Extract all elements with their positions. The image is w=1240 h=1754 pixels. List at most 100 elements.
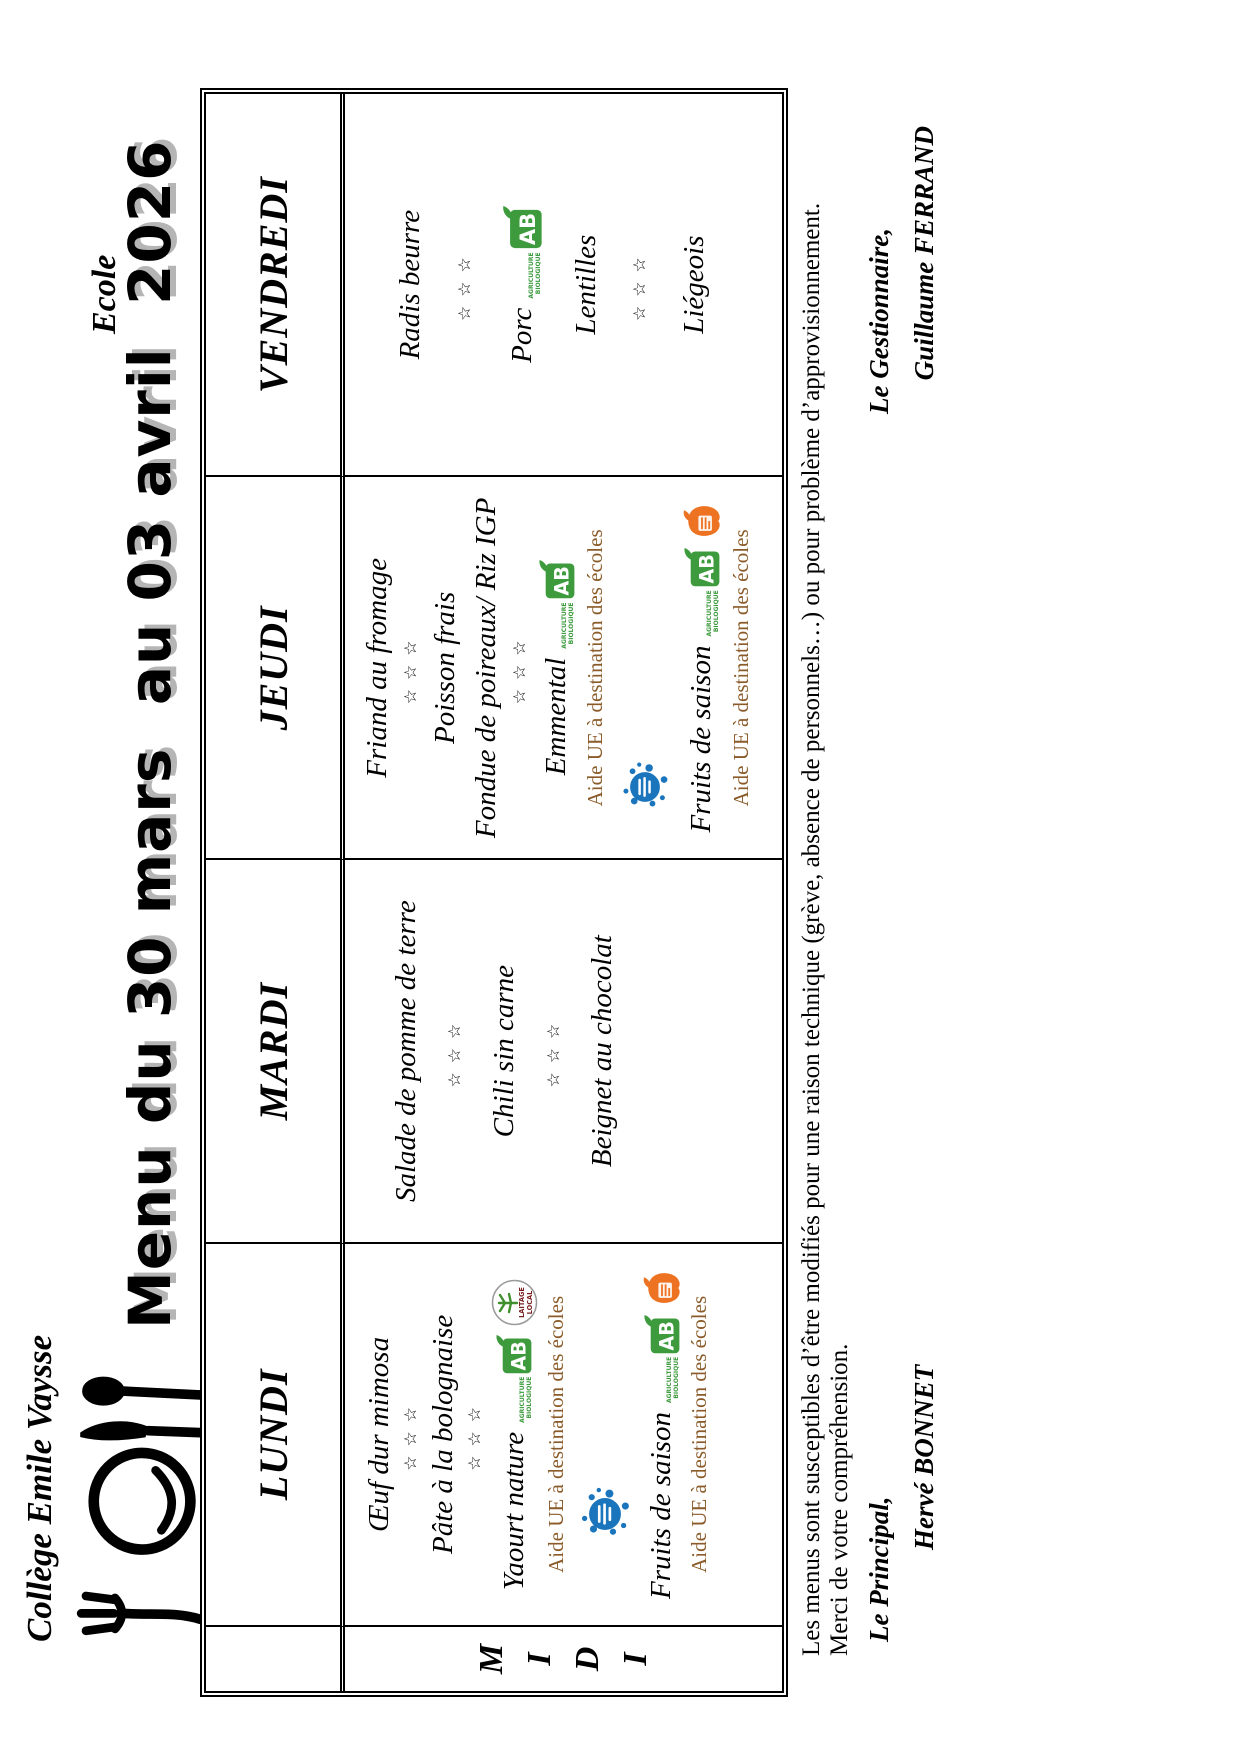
svg-text:AB: AB [695, 554, 718, 583]
menu-item: Porc [505, 307, 538, 363]
manager-title: Le Gestionnaire, [864, 228, 894, 414]
ab-organic-logo: AGRICULTURE BIOLOGIQUE AB [643, 1314, 681, 1403]
menu-item: Lentilles [570, 234, 603, 335]
school-name: Collège Emile Vaysse [20, 1334, 59, 1642]
ab-caption-line: BIOLOGIQUE [534, 252, 542, 295]
plate-and-cutlery-icon [76, 1376, 205, 1636]
menu-table: LUNDI MARDI JEUDI VENDREDI M I D I Œuf d… [200, 88, 788, 1697]
ab-caption-line: BIOLOGIQUE [712, 590, 720, 633]
principal-name: Hervé BONNET [909, 1364, 939, 1550]
ab-caption-line: BIOLOGIQUE [567, 602, 575, 645]
ab-organic-logo: AGRICULTURE BIOLOGIQUE AB [495, 1334, 534, 1423]
svg-text:AB: AB [655, 1321, 678, 1350]
midi-letter: I [616, 1652, 654, 1666]
menu-item-row: Yaourt nature AGRICULTURE BIOLOGIQUE AB [491, 1252, 538, 1617]
ab-logo-caption: AGRICULTURE BIOLOGIQUE [706, 590, 721, 636]
corner-cell [206, 1627, 345, 1691]
menu-cell-jeudi: Friand au fromage ☆☆☆ Poisson frais Fond… [345, 477, 782, 861]
disclaimer-line-1: Les menus sont susceptibles d’être modif… [798, 202, 825, 1656]
ab-caption-line: BIOLOGIQUE [525, 1376, 533, 1419]
menu-cell-mardi: Salade de pomme de terre ☆☆☆ Chili sin c… [345, 860, 782, 1244]
day-label: JEUDI [250, 605, 296, 731]
separator-stars: ☆☆☆ [401, 1398, 422, 1471]
principal-title: Le Principal, [864, 1496, 894, 1642]
eu-milk-program-logo [616, 759, 674, 817]
midi-letter: D [568, 1646, 606, 1672]
separator-stars: ☆☆☆ [630, 248, 651, 321]
menu-item: Friand au fromage [360, 558, 393, 778]
aide-ue-note: Aide UE à destination des écoles [687, 1295, 712, 1573]
separator-stars: ☆☆☆ [465, 1398, 486, 1471]
menu-item: Liégeois [677, 235, 710, 334]
ab-caption-line: BIOLOGIQUE [672, 1356, 680, 1399]
ab-logo-caption: AGRICULTURE BIOLOGIQUE [528, 252, 543, 298]
menu-item: Fruits de saison [685, 645, 718, 833]
fruit-recre-logo [642, 1270, 682, 1306]
svg-text:AB: AB [508, 1341, 531, 1370]
ab-organic-logo: AGRICULTURE BIOLOGIQUE AB [683, 548, 721, 637]
manager-name: Guillaume FERRAND [909, 126, 939, 381]
menu-item: Emmental [540, 657, 573, 776]
menu-item: Chili sin carne [487, 964, 520, 1138]
signature-names-row: Hervé BONNET Guillaume FERRAND [909, 78, 940, 1656]
menu-item: Œuf dur mimosa [362, 1336, 395, 1532]
menu-item-row: Emmental AGRICULTURE BIOLOGIQUE AB [538, 485, 576, 850]
aide-ue-note: Aide UE à destination des écoles [729, 529, 754, 807]
aide-ue-note: Aide UE à destination des écoles [543, 1295, 568, 1573]
day-label: LUNDI [250, 1368, 296, 1501]
day-header-lundi: LUNDI [206, 1243, 345, 1627]
footer: Les menus sont susceptibles d’être modif… [798, 78, 940, 1656]
ab-organic-logo: AGRICULTURE BIOLOGIQUE AB [538, 560, 576, 649]
menu-item: Radis beurre [394, 209, 427, 360]
separator-stars: ☆☆☆ [401, 631, 422, 705]
menu-item-row: Porc AGRICULTURE BIOLOGIQUE AB [502, 102, 543, 467]
menu-item: Poisson frais [428, 591, 461, 745]
menu-cell-vendredi: Radis beurre ☆☆☆ Porc AGRICULTURE BIOLOG… [345, 94, 782, 478]
ab-logo-caption: AGRICULTURE BIOLOGIQUE [666, 1356, 681, 1403]
svg-text:LOCAL: LOCAL [526, 1290, 534, 1315]
svg-text:AB: AB [515, 213, 540, 245]
day-header-jeudi: JEUDI [206, 477, 345, 861]
menu-item: Beignet au chocolat [586, 935, 619, 1168]
day-header-vendredi: VENDREDI [206, 94, 345, 478]
separator-stars: ☆☆☆ [510, 631, 531, 705]
separator-stars: ☆☆☆ [543, 1014, 564, 1088]
ab-logo-mark: AB [503, 206, 542, 249]
ab-logo-mark: AB [644, 1314, 680, 1354]
midi-letter: I [520, 1652, 558, 1666]
menu-cell-lundi: Œuf dur mimosa ☆☆☆ Pâte à la bolognaise … [345, 1243, 782, 1627]
fruit-recre-logo [682, 503, 722, 539]
ab-logo-mark: AB [539, 560, 575, 599]
midi-letter: M [472, 1643, 510, 1675]
separator-stars: ☆☆☆ [445, 1014, 466, 1088]
meal-row-label-midi: M I D I [345, 1627, 782, 1691]
menu-title: Menu du 30 mars au 03 avril 2026 [116, 139, 184, 1329]
menu-item-row: Fruits de saison AGRICULTURE BIOLOGIQUE … [682, 485, 722, 850]
milk-logo-row [616, 485, 674, 850]
ab-organic-logo: AGRICULTURE BIOLOGIQUE AB [502, 206, 543, 299]
svg-text:LAITAGE: LAITAGE [518, 1286, 526, 1317]
milk-logo-row [574, 1252, 636, 1617]
eu-milk-program-logo [574, 1483, 636, 1545]
disclaimer-line-2: Merci de votre compréhension. [826, 1343, 853, 1656]
menu-item: Salade de pomme de terre [389, 900, 422, 1202]
menu-item: Fondue de poireaux/ Riz IGP [469, 497, 502, 839]
ab-logo-caption: AGRICULTURE BIOLOGIQUE [519, 1376, 534, 1423]
ab-logo-caption: AGRICULTURE BIOLOGIQUE [561, 602, 576, 648]
day-label: MARDI [250, 981, 296, 1121]
menu-item: Pâte à la bolognaise [426, 1314, 459, 1554]
signature-titles-row: Le Principal, Le Gestionnaire, [864, 78, 895, 1656]
ab-logo-mark: AB [684, 548, 720, 587]
day-header-mardi: MARDI [206, 860, 345, 1244]
separator-stars: ☆☆☆ [454, 248, 475, 321]
menu-item: Fruits de saison [645, 1412, 678, 1599]
ab-logo-mark: AB [496, 1334, 532, 1373]
menu-item: Yaourt nature [497, 1431, 530, 1591]
local-dairy-logo: LAITAGE LOCAL [491, 1279, 538, 1326]
menu-item-row: Fruits de saison AGRICULTURE BIOLOGIQUE … [642, 1252, 682, 1617]
day-label: VENDREDI [250, 176, 296, 394]
svg-text:AB: AB [550, 567, 573, 596]
aide-ue-note: Aide UE à destination des écoles [583, 529, 608, 807]
